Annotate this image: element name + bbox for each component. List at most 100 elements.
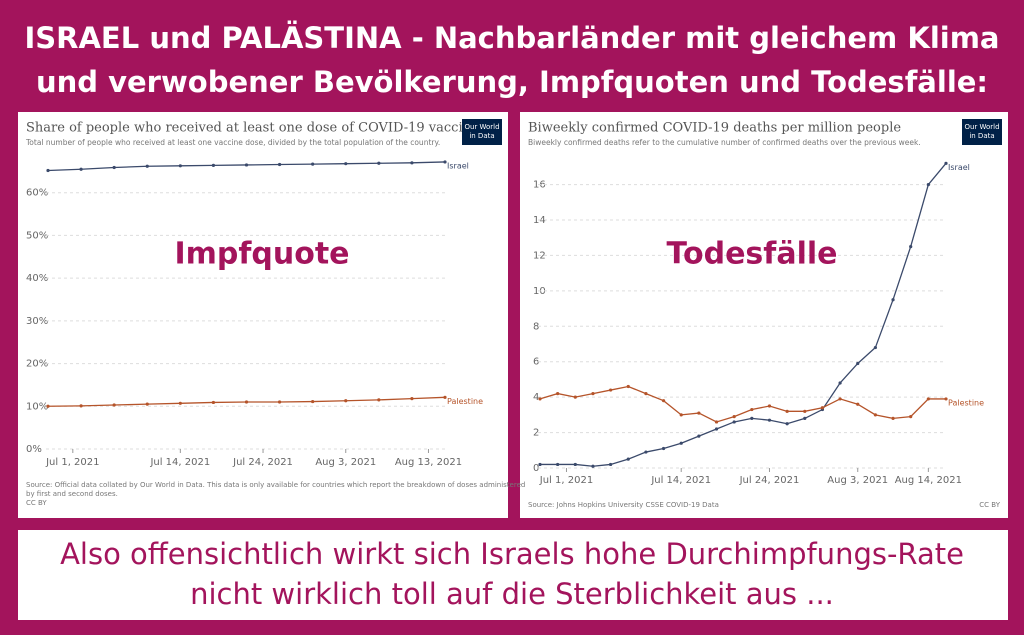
logo-text: Our World <box>464 123 499 131</box>
point <box>609 462 613 467</box>
point <box>573 395 577 399</box>
y-tick-label: 30% <box>26 316 48 327</box>
point <box>909 244 913 249</box>
point <box>410 396 414 401</box>
point <box>79 404 83 408</box>
point <box>714 427 719 431</box>
point <box>732 415 736 419</box>
series-label: Israel <box>447 161 469 170</box>
x-tick-label: Aug 13, 2021 <box>395 457 462 468</box>
point <box>311 162 315 166</box>
x-tick-label: Aug 3, 2021 <box>315 457 376 468</box>
point <box>873 413 877 417</box>
point <box>785 409 789 413</box>
point <box>926 182 930 187</box>
caption: Also offensichtlich wirkt sich Israels h… <box>60 537 964 611</box>
logo-box <box>962 119 1002 145</box>
point <box>926 397 930 401</box>
point <box>538 397 542 401</box>
source-note: Source: Official data collated by Our Wo… <box>26 481 525 489</box>
point <box>377 398 381 402</box>
point <box>311 399 315 404</box>
point <box>679 441 683 445</box>
chart-title: Biweekly confirmed COVID-19 deaths per m… <box>528 121 901 136</box>
point <box>697 434 701 438</box>
point <box>626 384 630 389</box>
point <box>46 168 50 173</box>
point <box>377 161 381 165</box>
point <box>873 345 877 350</box>
point <box>644 450 648 454</box>
chart-subtitle: Total number of people who received at l… <box>25 138 440 147</box>
point <box>556 392 560 396</box>
point <box>644 392 648 396</box>
x-tick-label: Jul 14, 2021 <box>149 457 210 468</box>
point <box>112 165 116 170</box>
y-tick-label: 4 <box>533 392 539 403</box>
y-tick-label: 50% <box>26 230 48 241</box>
point <box>591 392 595 396</box>
point <box>145 402 149 406</box>
source-note: CC BY <box>26 499 47 507</box>
point <box>443 160 447 164</box>
point <box>679 413 683 417</box>
series-label: Israel <box>948 163 970 172</box>
x-tick-label: Aug 3, 2021 <box>827 475 888 486</box>
point <box>591 464 595 468</box>
y-tick-label: 0% <box>26 444 42 455</box>
point <box>714 420 719 424</box>
source-note: Source: Johns Hopkins University CSSE CO… <box>528 501 719 509</box>
point <box>750 416 754 420</box>
y-tick-label: 20% <box>26 359 48 370</box>
point <box>944 161 948 165</box>
series-line <box>540 162 947 467</box>
annotation: Todesfälle <box>667 237 838 272</box>
point <box>277 400 282 404</box>
point <box>767 418 772 422</box>
headline-line: ISRAEL und PALÄSTINA - Nachbarländer mit… <box>24 21 999 55</box>
point <box>785 422 789 426</box>
point <box>79 167 83 171</box>
point <box>944 397 948 401</box>
point <box>277 162 282 167</box>
y-tick-label: 60% <box>26 188 48 199</box>
y-tick-label: 40% <box>26 273 48 284</box>
point <box>538 462 542 467</box>
logo-text: in Data <box>969 132 994 140</box>
annotation: Impfquote <box>174 237 349 272</box>
series-line <box>539 385 946 423</box>
y-tick-label: 12 <box>533 250 546 261</box>
point <box>178 164 182 168</box>
point <box>661 399 666 403</box>
point <box>344 399 348 403</box>
x-tick-label: Jul 24, 2021 <box>739 475 800 486</box>
point <box>626 457 630 461</box>
y-tick-label: 8 <box>533 321 539 332</box>
series-label: Palestine <box>447 397 483 406</box>
point <box>211 163 216 167</box>
series-label: Palestine <box>948 398 984 407</box>
point <box>856 361 860 366</box>
source-note: CC BY <box>979 501 1000 509</box>
y-tick-label: 0 <box>533 463 539 474</box>
point <box>244 400 249 404</box>
y-tick-label: 2 <box>533 428 539 439</box>
point <box>145 164 149 168</box>
logo-box <box>462 119 502 145</box>
chart-title: Share of people who received at least on… <box>26 121 479 136</box>
x-tick-label: Aug 14, 2021 <box>895 475 962 486</box>
x-tick-label: Jul 1, 2021 <box>45 457 99 468</box>
point <box>211 400 216 405</box>
point <box>891 298 895 302</box>
point <box>803 409 807 413</box>
x-tick-label: Jul 24, 2021 <box>232 457 293 468</box>
point <box>344 162 348 166</box>
caption-line: Also offensichtlich wirkt sich Israels h… <box>60 537 964 571</box>
y-tick-label: 6 <box>533 357 539 368</box>
logo-text: Our World <box>964 123 999 131</box>
point <box>443 395 447 399</box>
point <box>891 416 895 420</box>
point <box>661 446 666 451</box>
point <box>750 407 754 412</box>
